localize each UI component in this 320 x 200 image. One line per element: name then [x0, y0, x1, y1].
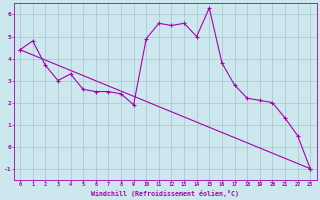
X-axis label: Windchill (Refroidissement éolien,°C): Windchill (Refroidissement éolien,°C) [91, 190, 239, 197]
